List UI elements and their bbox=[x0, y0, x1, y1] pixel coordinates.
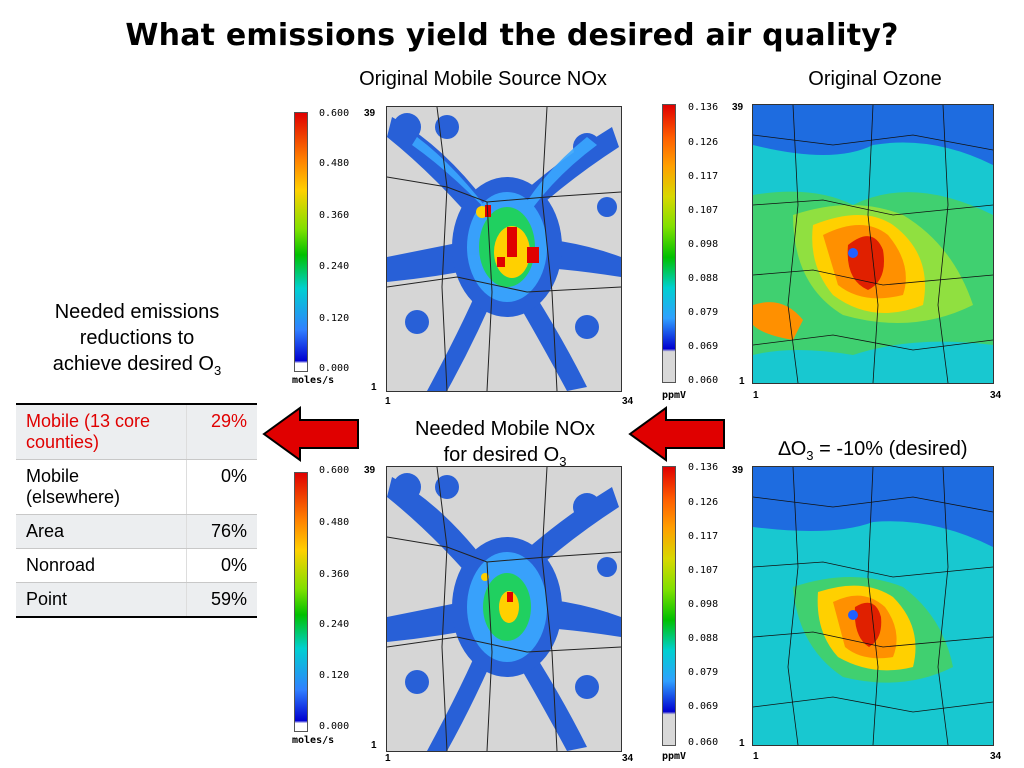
ozone-tick: 0.098 bbox=[688, 599, 719, 610]
ozone-tick: 0.136 bbox=[688, 462, 719, 473]
axis-right-34: 34 bbox=[990, 390, 1002, 401]
axis-left-1: 1 bbox=[385, 753, 391, 764]
arrow-left-icon bbox=[628, 406, 725, 462]
table-cell-source: Area bbox=[16, 514, 187, 549]
nox-tick: 0.240 bbox=[319, 619, 350, 630]
ozone-tick: 0.069 bbox=[688, 701, 719, 712]
nox-tick: 0.360 bbox=[319, 210, 350, 221]
ozone-unit-bottom: ppmV bbox=[662, 751, 687, 762]
nox-tick: 0.120 bbox=[319, 670, 350, 681]
table-cell-source: Nonroad bbox=[16, 548, 187, 583]
ozone-tick: 0.088 bbox=[688, 633, 719, 644]
table-cell-source: Point bbox=[16, 582, 187, 618]
axis-bottom-1: 1 bbox=[739, 376, 745, 387]
map-desired-ozone bbox=[752, 466, 994, 746]
nox-unit-top: moles/s bbox=[292, 375, 335, 386]
table-cell-value: 0% bbox=[186, 459, 257, 515]
axis-left-1: 1 bbox=[385, 396, 391, 407]
arrow-left-icon bbox=[262, 406, 359, 462]
axis-left-1: 1 bbox=[753, 390, 759, 401]
ozone-tick: 0.088 bbox=[688, 273, 719, 284]
nox-colorbar-top bbox=[294, 112, 308, 372]
axis-left-1: 1 bbox=[753, 751, 759, 762]
table-cell-source: Mobile (13 core counties) bbox=[16, 403, 187, 460]
axis-top-39: 39 bbox=[732, 465, 744, 476]
nox-tick: 0.000 bbox=[319, 363, 350, 374]
nox-tick: 0.600 bbox=[319, 465, 350, 476]
ozone-tick: 0.126 bbox=[688, 137, 719, 148]
axis-bottom-1: 1 bbox=[371, 740, 377, 751]
nox-colorbar-bottom bbox=[294, 472, 308, 732]
ozone-colorbar-bottom bbox=[662, 466, 676, 746]
table-cell-value: 76% bbox=[186, 514, 257, 549]
ozone-tick: 0.126 bbox=[688, 497, 719, 508]
label-original-ozone: Original Ozone bbox=[808, 68, 942, 90]
table-cell-source: Mobile (elsewhere) bbox=[16, 459, 187, 515]
ozone-tick: 0.079 bbox=[688, 307, 719, 318]
ozone-tick: 0.136 bbox=[688, 102, 719, 113]
table-row: Mobile (13 core counties) 29% bbox=[16, 403, 257, 460]
map-original-nox bbox=[386, 106, 622, 392]
table-row: Area 76% bbox=[16, 514, 257, 549]
axis-right-34: 34 bbox=[622, 396, 634, 407]
axis-right-34: 34 bbox=[622, 753, 634, 764]
axis-right-34: 34 bbox=[990, 751, 1002, 762]
table-row: Mobile (elsewhere) 0% bbox=[16, 459, 257, 515]
ozone-tick: 0.107 bbox=[688, 565, 719, 576]
table-row: Point 59% bbox=[16, 582, 257, 618]
axis-top-39: 39 bbox=[364, 108, 376, 119]
nox-tick: 0.000 bbox=[319, 721, 350, 732]
nox-tick: 0.480 bbox=[319, 158, 350, 169]
axis-top-39: 39 bbox=[364, 465, 376, 476]
axis-bottom-1: 1 bbox=[371, 382, 377, 393]
axis-bottom-1: 1 bbox=[739, 738, 745, 749]
table-row: Nonroad 0% bbox=[16, 548, 257, 583]
label-original-nox: Original Mobile Source NOx bbox=[359, 68, 607, 90]
ozone-tick: 0.107 bbox=[688, 205, 719, 216]
ozone-colorbar-top bbox=[662, 104, 676, 383]
ozone-tick: 0.079 bbox=[688, 667, 719, 678]
reductions-table: Mobile (13 core counties) 29% Mobile (el… bbox=[16, 403, 257, 618]
nox-unit-bottom: moles/s bbox=[292, 735, 335, 746]
nox-tick: 0.240 bbox=[319, 261, 350, 272]
ozone-tick: 0.117 bbox=[688, 531, 719, 542]
nox-tick: 0.360 bbox=[319, 569, 350, 580]
needed-mobile-nox-label: Needed Mobile NOx for desired O3 bbox=[414, 418, 596, 469]
ozone-unit-top: ppmV bbox=[662, 390, 687, 401]
table-cell-value: 59% bbox=[186, 582, 257, 618]
nox-tick: 0.600 bbox=[319, 108, 350, 119]
nox-tick: 0.120 bbox=[319, 313, 350, 324]
map-needed-nox bbox=[386, 466, 622, 752]
nox-tick: 0.480 bbox=[319, 517, 350, 528]
delta-ozone-label: ∆O3 = -10% (desired) bbox=[778, 438, 968, 463]
needed-reductions-label: Needed emissions reductions to achieve d… bbox=[52, 301, 222, 378]
table-cell-value: 29% bbox=[186, 403, 257, 460]
ozone-tick: 0.060 bbox=[688, 375, 719, 386]
ozone-tick: 0.069 bbox=[688, 341, 719, 352]
ozone-tick: 0.098 bbox=[688, 239, 719, 250]
ozone-tick: 0.117 bbox=[688, 171, 719, 182]
ozone-tick: 0.060 bbox=[688, 737, 719, 748]
axis-top-39: 39 bbox=[732, 102, 744, 113]
table-cell-value: 0% bbox=[186, 548, 257, 583]
page-title: What emissions yield the desired air qua… bbox=[125, 18, 899, 53]
map-original-ozone bbox=[752, 104, 994, 384]
